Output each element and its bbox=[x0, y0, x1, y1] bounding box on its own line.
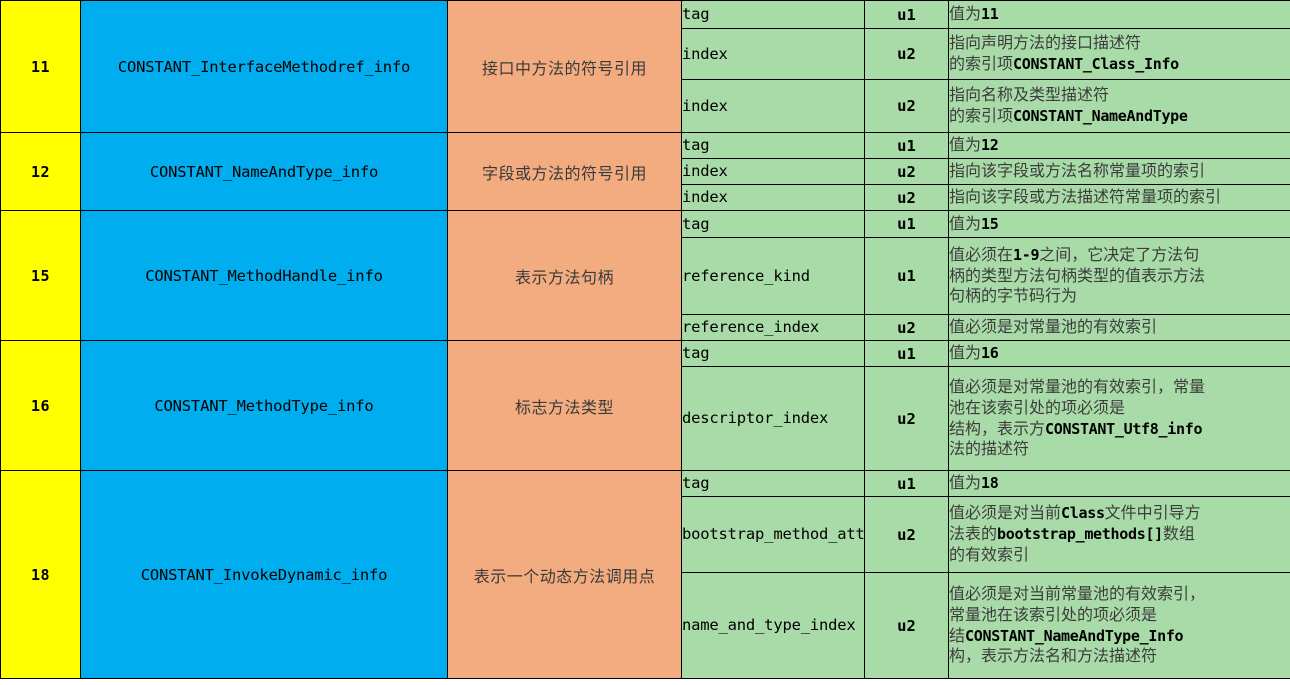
structure-item-name[interactable]: tag bbox=[681, 340, 865, 367]
constant-type-name[interactable]: CONSTANT_MethodHandle_info bbox=[80, 210, 448, 341]
structure-item-name[interactable]: tag bbox=[681, 132, 865, 159]
structure-item-name[interactable]: reference_index bbox=[681, 314, 865, 341]
constant-type-description[interactable]: 标志方法类型 bbox=[447, 340, 682, 471]
structure-item-type[interactable]: u1 bbox=[864, 132, 949, 159]
table-row: index u2 指向该字段或方法名称常量项的索引 bbox=[1, 158, 1290, 185]
table-row: 18 CONSTANT_InvokeDynamic_info 表示一个动态方法调用点… bbox=[0, 470, 1290, 679]
constant-type-description[interactable]: 表示一个动态方法调用点 bbox=[447, 470, 682, 679]
structure-item-name[interactable]: index bbox=[681, 184, 865, 211]
table-row: reference_kind u1 值必须在1-9之间，它决定了方法句 柄的类型方法句… bbox=[1, 237, 1290, 315]
structure-item-note[interactable]: 指向该字段或方法名称常量项的索引 bbox=[948, 158, 1290, 185]
constant-type-name[interactable]: CONSTANT_InvokeDynamic_info bbox=[80, 470, 448, 679]
structure-item-type[interactable]: u2 bbox=[864, 28, 949, 80]
structure-item-type[interactable]: u1 bbox=[864, 210, 949, 238]
table-row: reference_index u2 值必须是对常量池的有效索引 bbox=[1, 314, 1290, 341]
structure-item-note[interactable]: 值为18 bbox=[948, 470, 1290, 497]
structure-item-type[interactable]: u1 bbox=[864, 237, 949, 315]
table-row: bootstrap_method_attr u2 值必须是对当前Class文件中引导… bbox=[1, 496, 1290, 573]
table-row: index u2 指向名称及类型描述符 的索引项CONSTANT_NameAndTyp… bbox=[1, 79, 1290, 133]
table-row: 11 CONSTANT_InterfaceMethodref_info 接口中方法的… bbox=[0, 0, 1290, 133]
structure-item-type[interactable]: u1 bbox=[864, 340, 949, 367]
structure-item-note[interactable]: 值为16 bbox=[948, 340, 1290, 367]
constant-type-description[interactable]: 字段或方法的符号引用 bbox=[447, 132, 682, 211]
constant-tag-number[interactable]: 16 bbox=[0, 340, 81, 471]
structure-item-note[interactable]: 值为15 bbox=[948, 210, 1290, 238]
structure-item-name[interactable]: reference_kind bbox=[681, 237, 865, 315]
structure-item-name[interactable]: name_and_type_index bbox=[681, 572, 865, 679]
structure-item-name[interactable]: tag bbox=[681, 210, 865, 238]
structure-item-type[interactable]: u2 bbox=[864, 496, 949, 573]
table-row: index u2 指向声明方法的接口描述符 的索引项CONSTANT_Class_In… bbox=[1, 28, 1290, 80]
structure-item-note[interactable]: 指向该字段或方法描述符常量项的索引 bbox=[948, 184, 1290, 211]
structure-item-note[interactable]: 值为12 bbox=[948, 132, 1290, 159]
structure-item-type[interactable]: u1 bbox=[864, 470, 949, 497]
structure-item-name[interactable]: index bbox=[681, 28, 865, 80]
constant-type-description[interactable]: 表示方法句柄 bbox=[447, 210, 682, 341]
table-row: descriptor_index u2 值必须是对常量池的有效索引，常量 池在该索引处… bbox=[1, 366, 1290, 471]
structure-item-name[interactable]: index bbox=[681, 158, 865, 185]
structure-item-note[interactable]: 值必须是对当前常量池的有效索引， 常量池在该索引处的项必须是 结CONSTANT_N… bbox=[948, 572, 1290, 679]
constant-type-description[interactable]: 接口中方法的符号引用 bbox=[447, 0, 682, 133]
structure-item-note[interactable]: 值必须是对常量池的有效索引 bbox=[948, 314, 1290, 341]
structure-item-type[interactable]: u2 bbox=[864, 366, 949, 471]
structure-item-note[interactable]: 值为11 bbox=[948, 0, 1290, 29]
constant-type-name[interactable]: CONSTANT_NameAndType_info bbox=[80, 132, 448, 211]
structure-item-note[interactable]: 值必须在1-9之间，它决定了方法句 柄的类型方法句柄类型的值表示方法 句柄的字节码行… bbox=[948, 237, 1290, 315]
structure-item-name[interactable]: tag bbox=[681, 0, 865, 29]
constant-tag-number[interactable]: 12 bbox=[0, 132, 81, 211]
structure-item-type[interactable]: u2 bbox=[864, 184, 949, 211]
structure-item-note[interactable]: 指向名称及类型描述符 的索引项CONSTANT_NameAndType bbox=[948, 79, 1290, 133]
structure-item-type[interactable]: u2 bbox=[864, 572, 949, 679]
structure-item-name[interactable]: bootstrap_method_attr bbox=[681, 496, 865, 573]
structure-item-type[interactable]: u1 bbox=[864, 0, 949, 29]
table-row: 12 CONSTANT_NameAndType_info 字段或方法的符号引用 tag… bbox=[0, 132, 1290, 211]
table-row: name_and_type_index u2 值必须是对当前常量池的有效索引， 常量池… bbox=[1, 572, 1290, 679]
structure-item-type[interactable]: u2 bbox=[864, 79, 949, 133]
constant-type-name[interactable]: CONSTANT_MethodType_info bbox=[80, 340, 448, 471]
structure-item-name[interactable]: descriptor_index bbox=[681, 366, 865, 471]
structure-item-note[interactable]: 值必须是对当前Class文件中引导方 法表的bootstrap_methods[]… bbox=[948, 496, 1290, 573]
structure-item-type[interactable]: u2 bbox=[864, 158, 949, 185]
constant-tag-number[interactable]: 18 bbox=[0, 470, 81, 679]
structure-item-type[interactable]: u2 bbox=[864, 314, 949, 341]
table-row: 16 CONSTANT_MethodType_info 标志方法类型 tag u1 值为1… bbox=[0, 340, 1290, 471]
structure-item-name[interactable]: tag bbox=[681, 470, 865, 497]
structure-item-note[interactable]: 值必须是对常量池的有效索引，常量 池在该索引处的项必须是 结构，表示方CONSTAN… bbox=[948, 366, 1290, 471]
structure-item-note[interactable]: 指向声明方法的接口描述符 的索引项CONSTANT_Class_Info bbox=[948, 28, 1290, 80]
constant-tag-number[interactable]: 15 bbox=[0, 210, 81, 341]
constant-tag-number[interactable]: 11 bbox=[0, 0, 81, 133]
constant-type-name[interactable]: CONSTANT_InterfaceMethodref_info bbox=[80, 0, 448, 133]
table-row: 15 CONSTANT_MethodHandle_info 表示方法句柄 tag u1 值… bbox=[0, 210, 1290, 341]
structure-item-name[interactable]: index bbox=[681, 79, 865, 133]
